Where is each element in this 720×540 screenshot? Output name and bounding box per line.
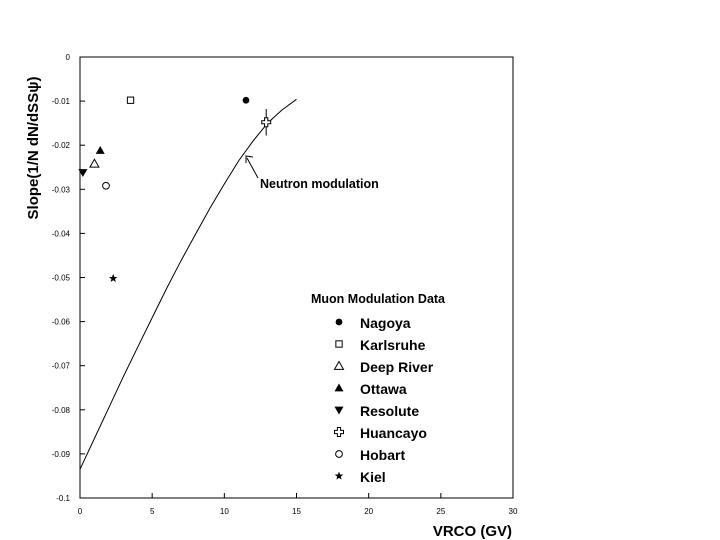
y-tick-label: -0.02 (52, 141, 71, 150)
annotation-neutron-modulation: Neutron modulation (260, 177, 379, 191)
data-point-ottawa (95, 145, 105, 154)
axis-ticks: 0 -0.01 -0.02 -0.03 -0.04 -0.05 -0.06 -0.07 -0.0… (52, 53, 518, 516)
x-tick-label: 20 (364, 507, 373, 516)
legend-label-kiel: Kiel (360, 469, 386, 485)
x-tick-label: 0 (78, 507, 83, 516)
y-tick-label: -0.1 (56, 494, 70, 503)
y-tick-label: 0 (66, 53, 71, 62)
plot-frame (79, 56, 514, 499)
y-tick-label: -0.04 (52, 229, 71, 238)
x-tick-label: 25 (436, 507, 445, 516)
legend-marker-nagoya (335, 318, 343, 326)
legend-label-hobart: Hobart (360, 447, 405, 463)
x-tick-label: 15 (292, 507, 301, 516)
data-point-karlsruhe (126, 96, 135, 104)
legend-marker-karlsruhe (335, 340, 343, 348)
neutron-modulation-line (79, 98, 297, 470)
y-tick-label: -0.05 (52, 274, 71, 283)
y-tick-label: -0.03 (52, 185, 71, 194)
y-tick-label: -0.01 (52, 97, 71, 106)
legend-label-karlsruhe: Karlsruhe (360, 337, 426, 353)
legend-label-ottawa: Ottawa (360, 381, 407, 397)
data-points (78, 96, 272, 283)
legend-marker-kiel (334, 471, 344, 480)
data-point-huancayo (261, 117, 272, 128)
legend-marker-ottawa (334, 383, 344, 392)
legend-label-nagoya: Nagoya (360, 315, 411, 331)
data-point-kiel (108, 273, 118, 283)
legend-label-huancayo: Huancayo (360, 425, 427, 441)
legend-label-deep-river: Deep River (360, 359, 434, 375)
y-axis-label: Slope(1/N dN/dSSψ) (25, 77, 42, 220)
neutron-modulation-curve (79, 98, 297, 470)
x-tick-label: 10 (220, 507, 229, 516)
legend-marker-deep-river (333, 360, 345, 370)
legend-marker-hobart (335, 450, 343, 458)
y-tick-label: -0.06 (52, 318, 71, 327)
y-tick-label: -0.08 (52, 406, 71, 415)
y-tick-label: -0.07 (52, 362, 71, 371)
x-tick-label: 30 (509, 507, 518, 516)
legend-label-resolute: Resolute (360, 403, 419, 419)
data-point-hobart (102, 181, 110, 190)
legend-title: Muon Modulation Data (311, 292, 446, 306)
data-point-nagoya (242, 96, 250, 104)
neutron-annotation: Neutron modulation (245, 155, 379, 191)
data-point-deep-river (89, 158, 100, 168)
annotation-arrow-line (246, 157, 259, 179)
legend-marker-resolute (334, 406, 344, 415)
legend-marker-huancayo (334, 427, 344, 437)
y-tick-label: -0.09 (52, 450, 71, 459)
x-axis-label: VRCO (GV) (433, 523, 512, 540)
x-tick-label: 5 (150, 507, 155, 516)
data-point-resolute (78, 169, 88, 178)
legend: Muon Modulation Data Nagoya Karlsruhe Deep… (311, 292, 446, 485)
annotation-arrow-head (245, 155, 254, 163)
